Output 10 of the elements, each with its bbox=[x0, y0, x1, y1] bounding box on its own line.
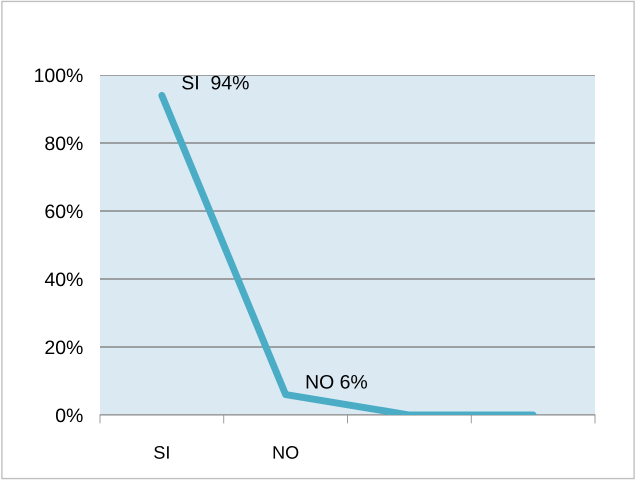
y-tick-label: 80% bbox=[45, 136, 83, 150]
annotation: NO 6% bbox=[306, 374, 368, 389]
x-tick-label: SI bbox=[154, 446, 169, 459]
y-tick-label: 60% bbox=[45, 204, 83, 218]
y-tick-label: 0% bbox=[56, 408, 83, 422]
x-tick-label: NO bbox=[274, 446, 298, 459]
y-tick-label: 100% bbox=[35, 68, 83, 82]
y-tick-label: 20% bbox=[45, 340, 83, 354]
annotation: SI 94% bbox=[182, 76, 249, 90]
y-tick-label: 40% bbox=[44, 272, 83, 286]
